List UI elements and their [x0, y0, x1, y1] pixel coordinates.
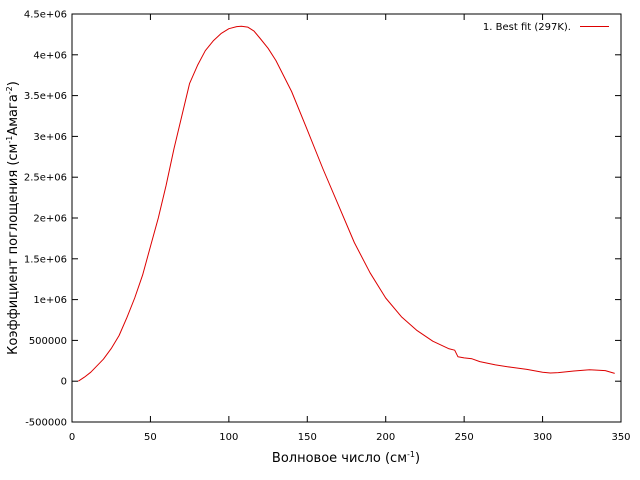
y-tick-label: 0	[61, 377, 67, 388]
y-tick-label: 3.5e+06	[24, 91, 67, 102]
x-tick-label: 100	[219, 432, 238, 443]
x-tick-label: 50	[144, 432, 157, 443]
y-axis-label: Коэффициент поглощения (см-1Амага-2)	[5, 81, 21, 355]
x-axis-label-text: Волновое число (см	[272, 451, 407, 466]
x-axis: 0 50 100 150 200 250 300 350	[69, 14, 631, 443]
y-tick-label: 4.5e+06	[24, 10, 67, 21]
x-tick-label: 200	[376, 432, 395, 443]
plot-frame	[71, 13, 622, 423]
y-tick-label: 1.5e+06	[24, 254, 67, 265]
x-tick-label: 250	[455, 432, 474, 443]
series-line	[78, 25, 615, 382]
x-axis-label: Волновое число (см-1)	[272, 450, 420, 466]
y-tick-label: 2.5e+06	[24, 173, 67, 184]
y-tick-label: -500000	[25, 418, 67, 429]
y-axis: -500000 0 500000 1e+06 1.5e+06 2e+06 2.5e+06 3e…	[24, 10, 621, 429]
legend: 1. Best fit (297K).	[483, 22, 609, 33]
y-tick-label: 3e+06	[33, 132, 67, 143]
y-axis-label-sup2: -2	[5, 86, 14, 94]
x-tick-label: 150	[298, 432, 317, 443]
series-group	[78, 25, 615, 382]
x-axis-label-tail: )	[415, 451, 420, 466]
y-axis-label-sup1: -1	[5, 136, 14, 144]
y-tick-label: 4e+06	[33, 50, 67, 61]
x-tick-label: 0	[69, 432, 75, 443]
x-axis-label-sup: -1	[407, 450, 415, 459]
legend-label: 1. Best fit (297K).	[483, 22, 571, 33]
x-tick-label: 350	[611, 432, 630, 443]
y-axis-label-tail: )	[6, 81, 21, 86]
y-axis-label-mid: Амага	[6, 94, 21, 135]
y-axis-label-text: Коэффициент поглощения (см	[6, 144, 21, 355]
y-tick-label: 500000	[29, 336, 67, 347]
x-tick-label: 300	[533, 432, 552, 443]
y-tick-label: 2e+06	[33, 214, 67, 225]
y-tick-label: 1e+06	[33, 295, 67, 306]
